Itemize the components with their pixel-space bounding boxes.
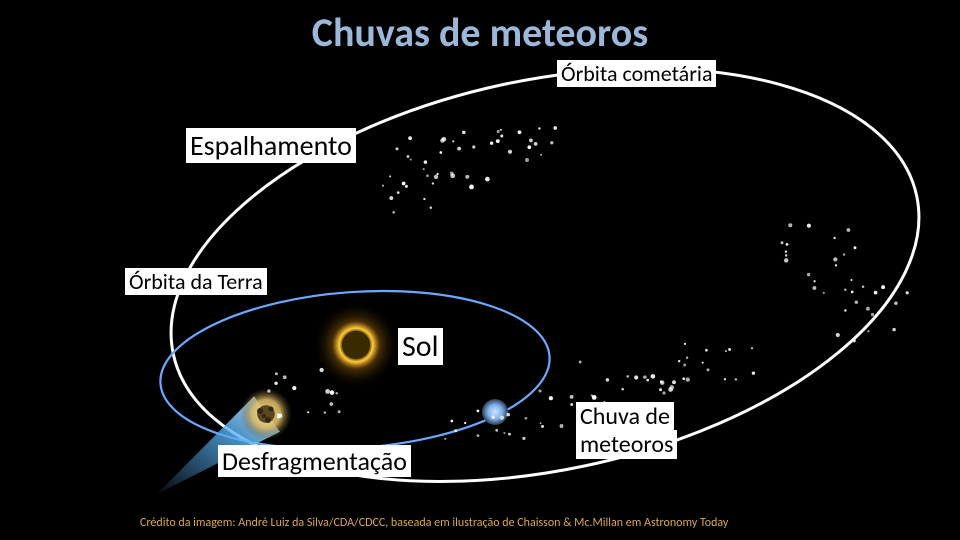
label-defragmentation: Desfragmentação bbox=[218, 445, 411, 477]
label-sun: Sol bbox=[398, 328, 443, 365]
image-credit: Crédito da imagem: André Luiz da Silva/C… bbox=[140, 516, 728, 530]
page-title: Chuvas de meteoros bbox=[0, 8, 960, 57]
label-comet-orbit: Órbita cometária bbox=[557, 60, 716, 87]
label-earth-orbit: Órbita da Terra bbox=[125, 268, 267, 295]
label-scattering: Espalhamento bbox=[186, 128, 356, 163]
label-meteor-shower-line1: Chuva de bbox=[576, 402, 674, 431]
diagram-stage: Chuvas de meteoros Órbita cometária Espa… bbox=[0, 0, 960, 540]
label-meteor-shower-line2: meteoros bbox=[576, 430, 677, 459]
